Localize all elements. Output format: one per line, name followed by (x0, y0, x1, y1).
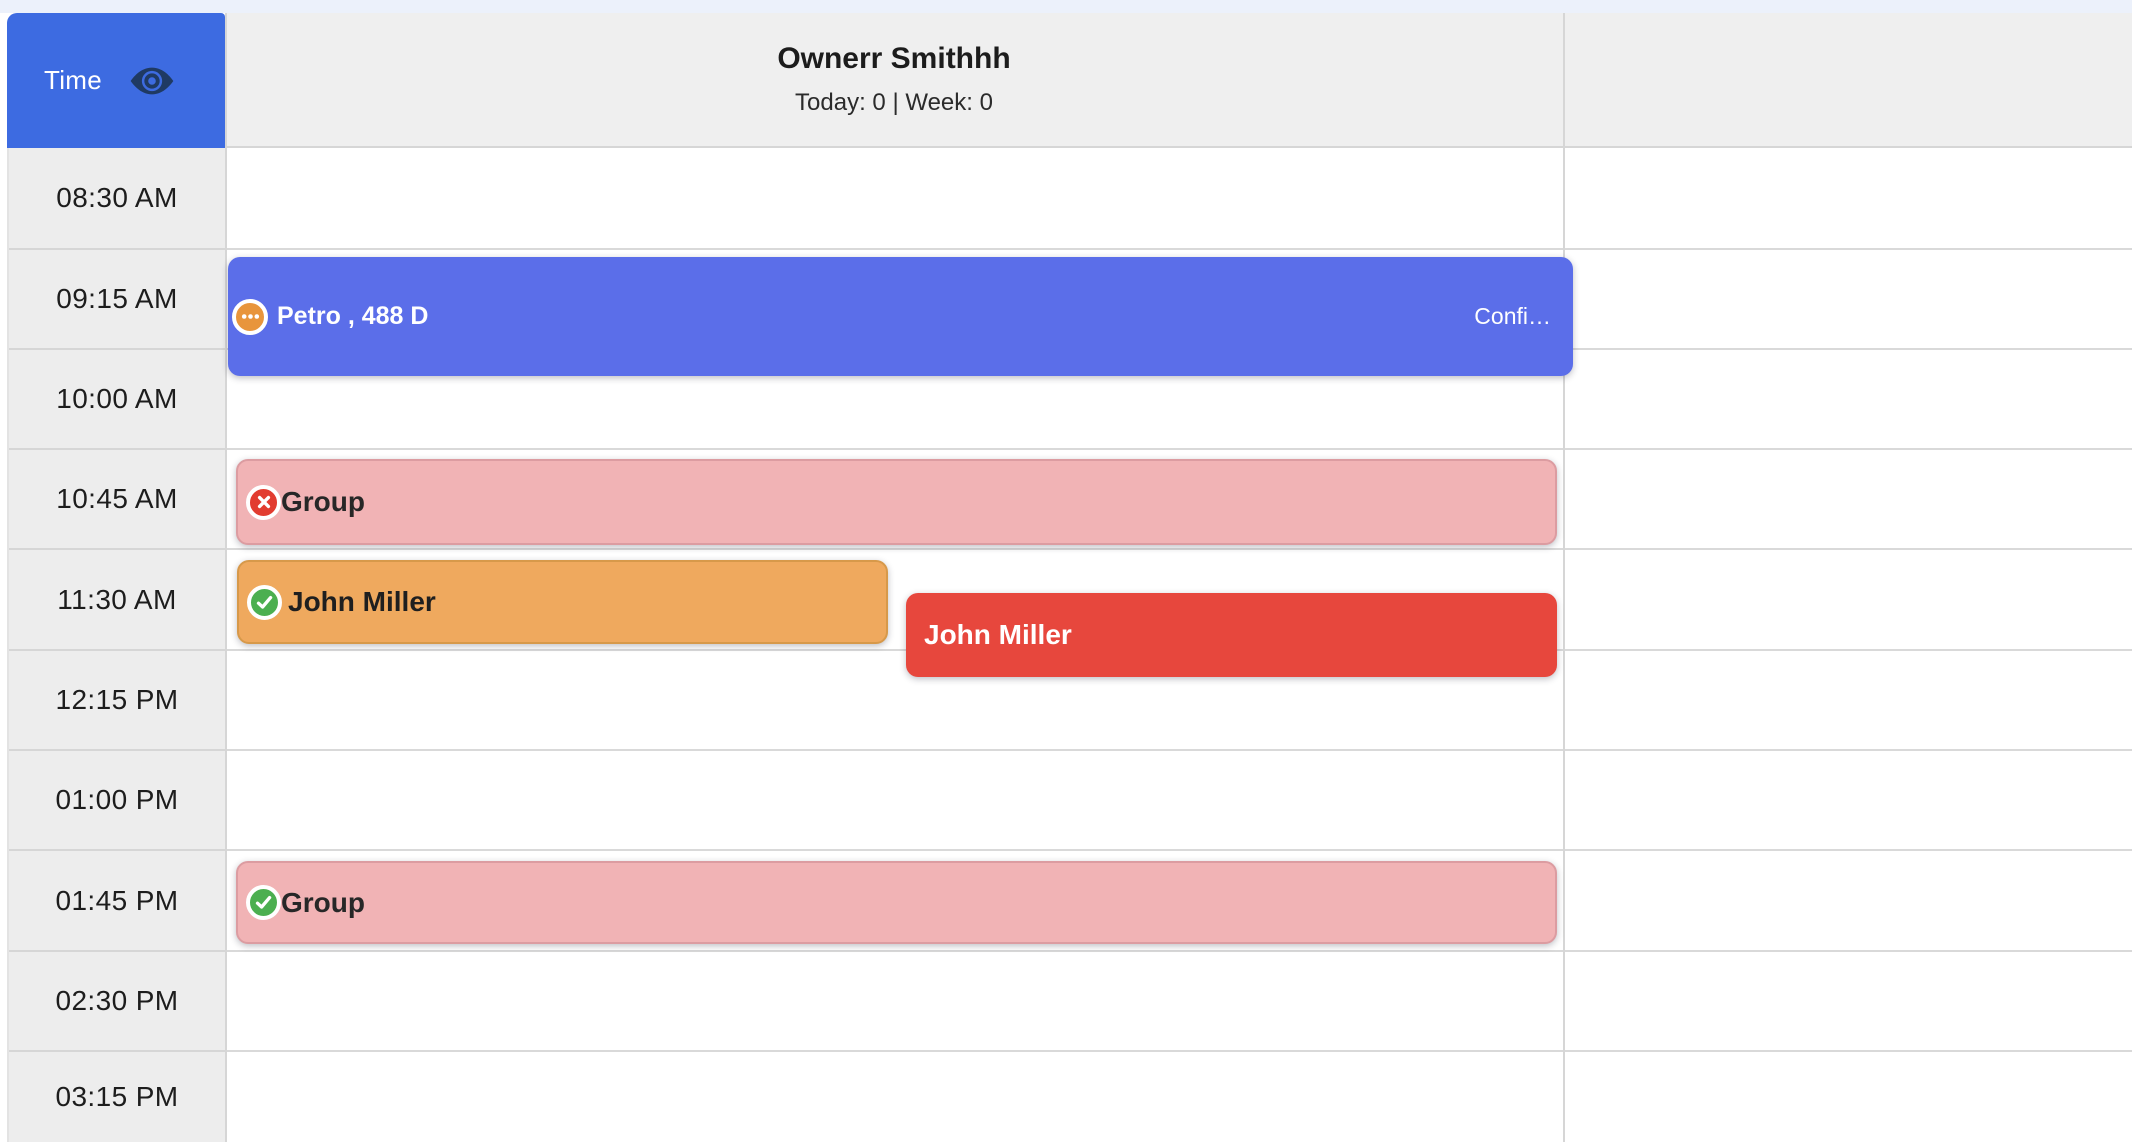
time-slot: 01:00 PM (9, 751, 225, 851)
calendar-cell[interactable] (227, 851, 2132, 952)
calendar-cell[interactable] (227, 350, 2132, 450)
time-label: 02:30 PM (55, 985, 179, 1016)
column-divider (225, 13, 227, 1142)
time-slot: 08:30 AM (9, 148, 225, 250)
event-john-miller-overlap[interactable]: John Miller (906, 593, 1557, 677)
calendar-cell[interactable] (227, 148, 2132, 250)
event-petro[interactable]: Petro , 488 D Confi… (228, 257, 1573, 376)
calendar-cell[interactable] (227, 651, 2132, 751)
time-column: 08:30 AM 09:15 AM 10:00 AM 10:45 AM 11:3… (7, 148, 225, 1142)
time-label: 01:00 PM (55, 784, 179, 815)
event-group-morning[interactable]: Group (236, 459, 1557, 545)
time-slot: 11:30 AM (9, 550, 225, 651)
calendar-cell[interactable] (227, 1052, 2132, 1142)
time-label: 12:15 PM (55, 684, 179, 715)
time-label: 10:00 AM (56, 383, 178, 414)
time-label: 10:45 AM (56, 483, 178, 514)
owner-stats: Today: 0 | Week: 0 (795, 89, 993, 116)
event-title: Group (281, 886, 365, 918)
event-status: Confi… (1474, 303, 1551, 329)
time-slot: 10:00 AM (9, 350, 225, 450)
column-header-bar: Ownerr Smithhh Today: 0 | Week: 0 (225, 13, 2132, 148)
column-divider (1563, 13, 1565, 1142)
owner-name: Ownerr Smithhh (777, 42, 1011, 75)
eye-visibility-icon[interactable] (129, 65, 175, 97)
time-slot: 02:30 PM (9, 952, 225, 1052)
event-title: Group (281, 486, 365, 517)
calendar-cell[interactable] (227, 952, 2132, 1052)
time-header-label: Time (44, 65, 103, 95)
more-options-icon[interactable] (232, 298, 268, 335)
time-label: 11:30 AM (57, 583, 177, 615)
owner-column-header[interactable]: Ownerr Smithhh Today: 0 | Week: 0 (225, 13, 1563, 146)
time-label: 08:30 AM (56, 182, 178, 213)
time-column-header: Time (7, 13, 225, 148)
event-group-afternoon[interactable]: Group (236, 861, 1557, 944)
event-title: John Miller (288, 586, 436, 617)
top-strip (0, 0, 2132, 13)
event-john-miller-confirmed[interactable]: John Miller (237, 560, 888, 644)
check-icon (247, 584, 282, 620)
time-slot: 03:15 PM (9, 1052, 225, 1142)
event-title: Petro , 488 D (277, 302, 429, 330)
time-slot: 01:45 PM (9, 851, 225, 952)
time-label: 03:15 PM (55, 1081, 179, 1112)
cancelled-icon (246, 484, 281, 520)
time-slot: 12:15 PM (9, 651, 225, 751)
time-slot: 10:45 AM (9, 450, 225, 550)
calendar-cell[interactable] (227, 450, 2132, 550)
calendar-cell[interactable] (227, 751, 2132, 851)
event-title: John Miller (924, 619, 1072, 650)
check-icon (246, 885, 281, 920)
time-label: 01:45 PM (55, 884, 179, 916)
time-label: 09:15 AM (56, 283, 178, 314)
time-slot: 09:15 AM (9, 250, 225, 350)
